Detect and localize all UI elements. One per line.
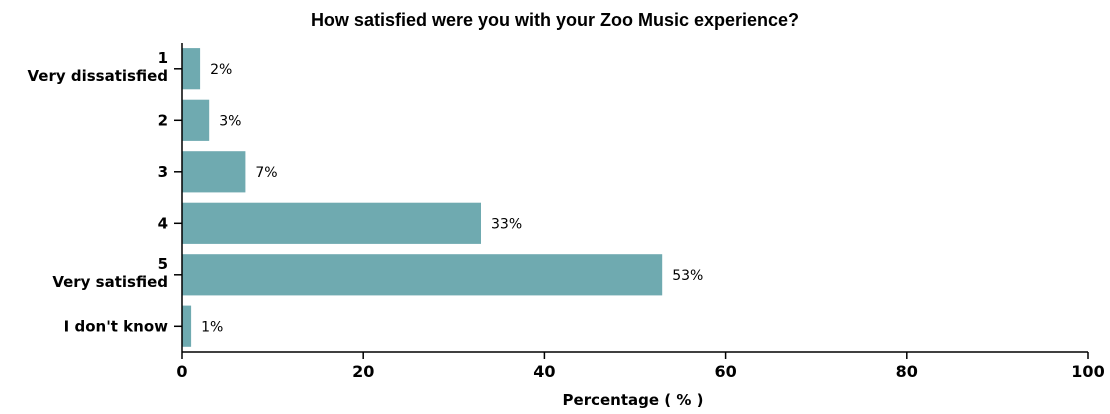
bar-2 [182, 99, 210, 141]
x-tick-label-0: 0 [176, 362, 187, 381]
data-label-6: 1% [201, 319, 223, 335]
data-label-5: 53% [672, 268, 703, 284]
bar-3 [182, 151, 246, 193]
category-label-2: 2 [158, 111, 168, 129]
category-label-4: 4 [158, 214, 168, 232]
x-tick-label-40: 40 [533, 362, 555, 381]
category-sublabel-1: Very dissatisfied [28, 67, 169, 85]
data-label-2: 3% [219, 113, 241, 129]
data-label-1: 2% [210, 62, 232, 78]
category-label-3: 3 [158, 163, 168, 181]
bar-6 [182, 305, 192, 347]
x-ticks: 0 20 40 60 80 100 [176, 352, 1105, 381]
bars-group: 2% 3% 7% 33% 53% 1% [182, 48, 703, 347]
category-label-5: 5 [158, 255, 168, 273]
x-tick-label-100: 100 [1071, 362, 1104, 381]
x-tick-label-20: 20 [352, 362, 374, 381]
category-label-6: I don't know [64, 317, 168, 335]
x-axis-label: Percentage ( % ) [563, 391, 704, 409]
x-tick-label-60: 60 [714, 362, 736, 381]
chart-title: How satisfied were you with your Zoo Mus… [311, 10, 799, 30]
category-label-1: 1 [158, 49, 168, 67]
bar-4 [182, 202, 481, 244]
x-tick-label-80: 80 [896, 362, 918, 381]
data-label-3: 7% [255, 165, 277, 181]
bar-1 [182, 48, 201, 90]
bar-5 [182, 254, 663, 296]
category-sublabel-5: Very satisfied [52, 273, 168, 291]
data-label-4: 33% [491, 216, 522, 232]
